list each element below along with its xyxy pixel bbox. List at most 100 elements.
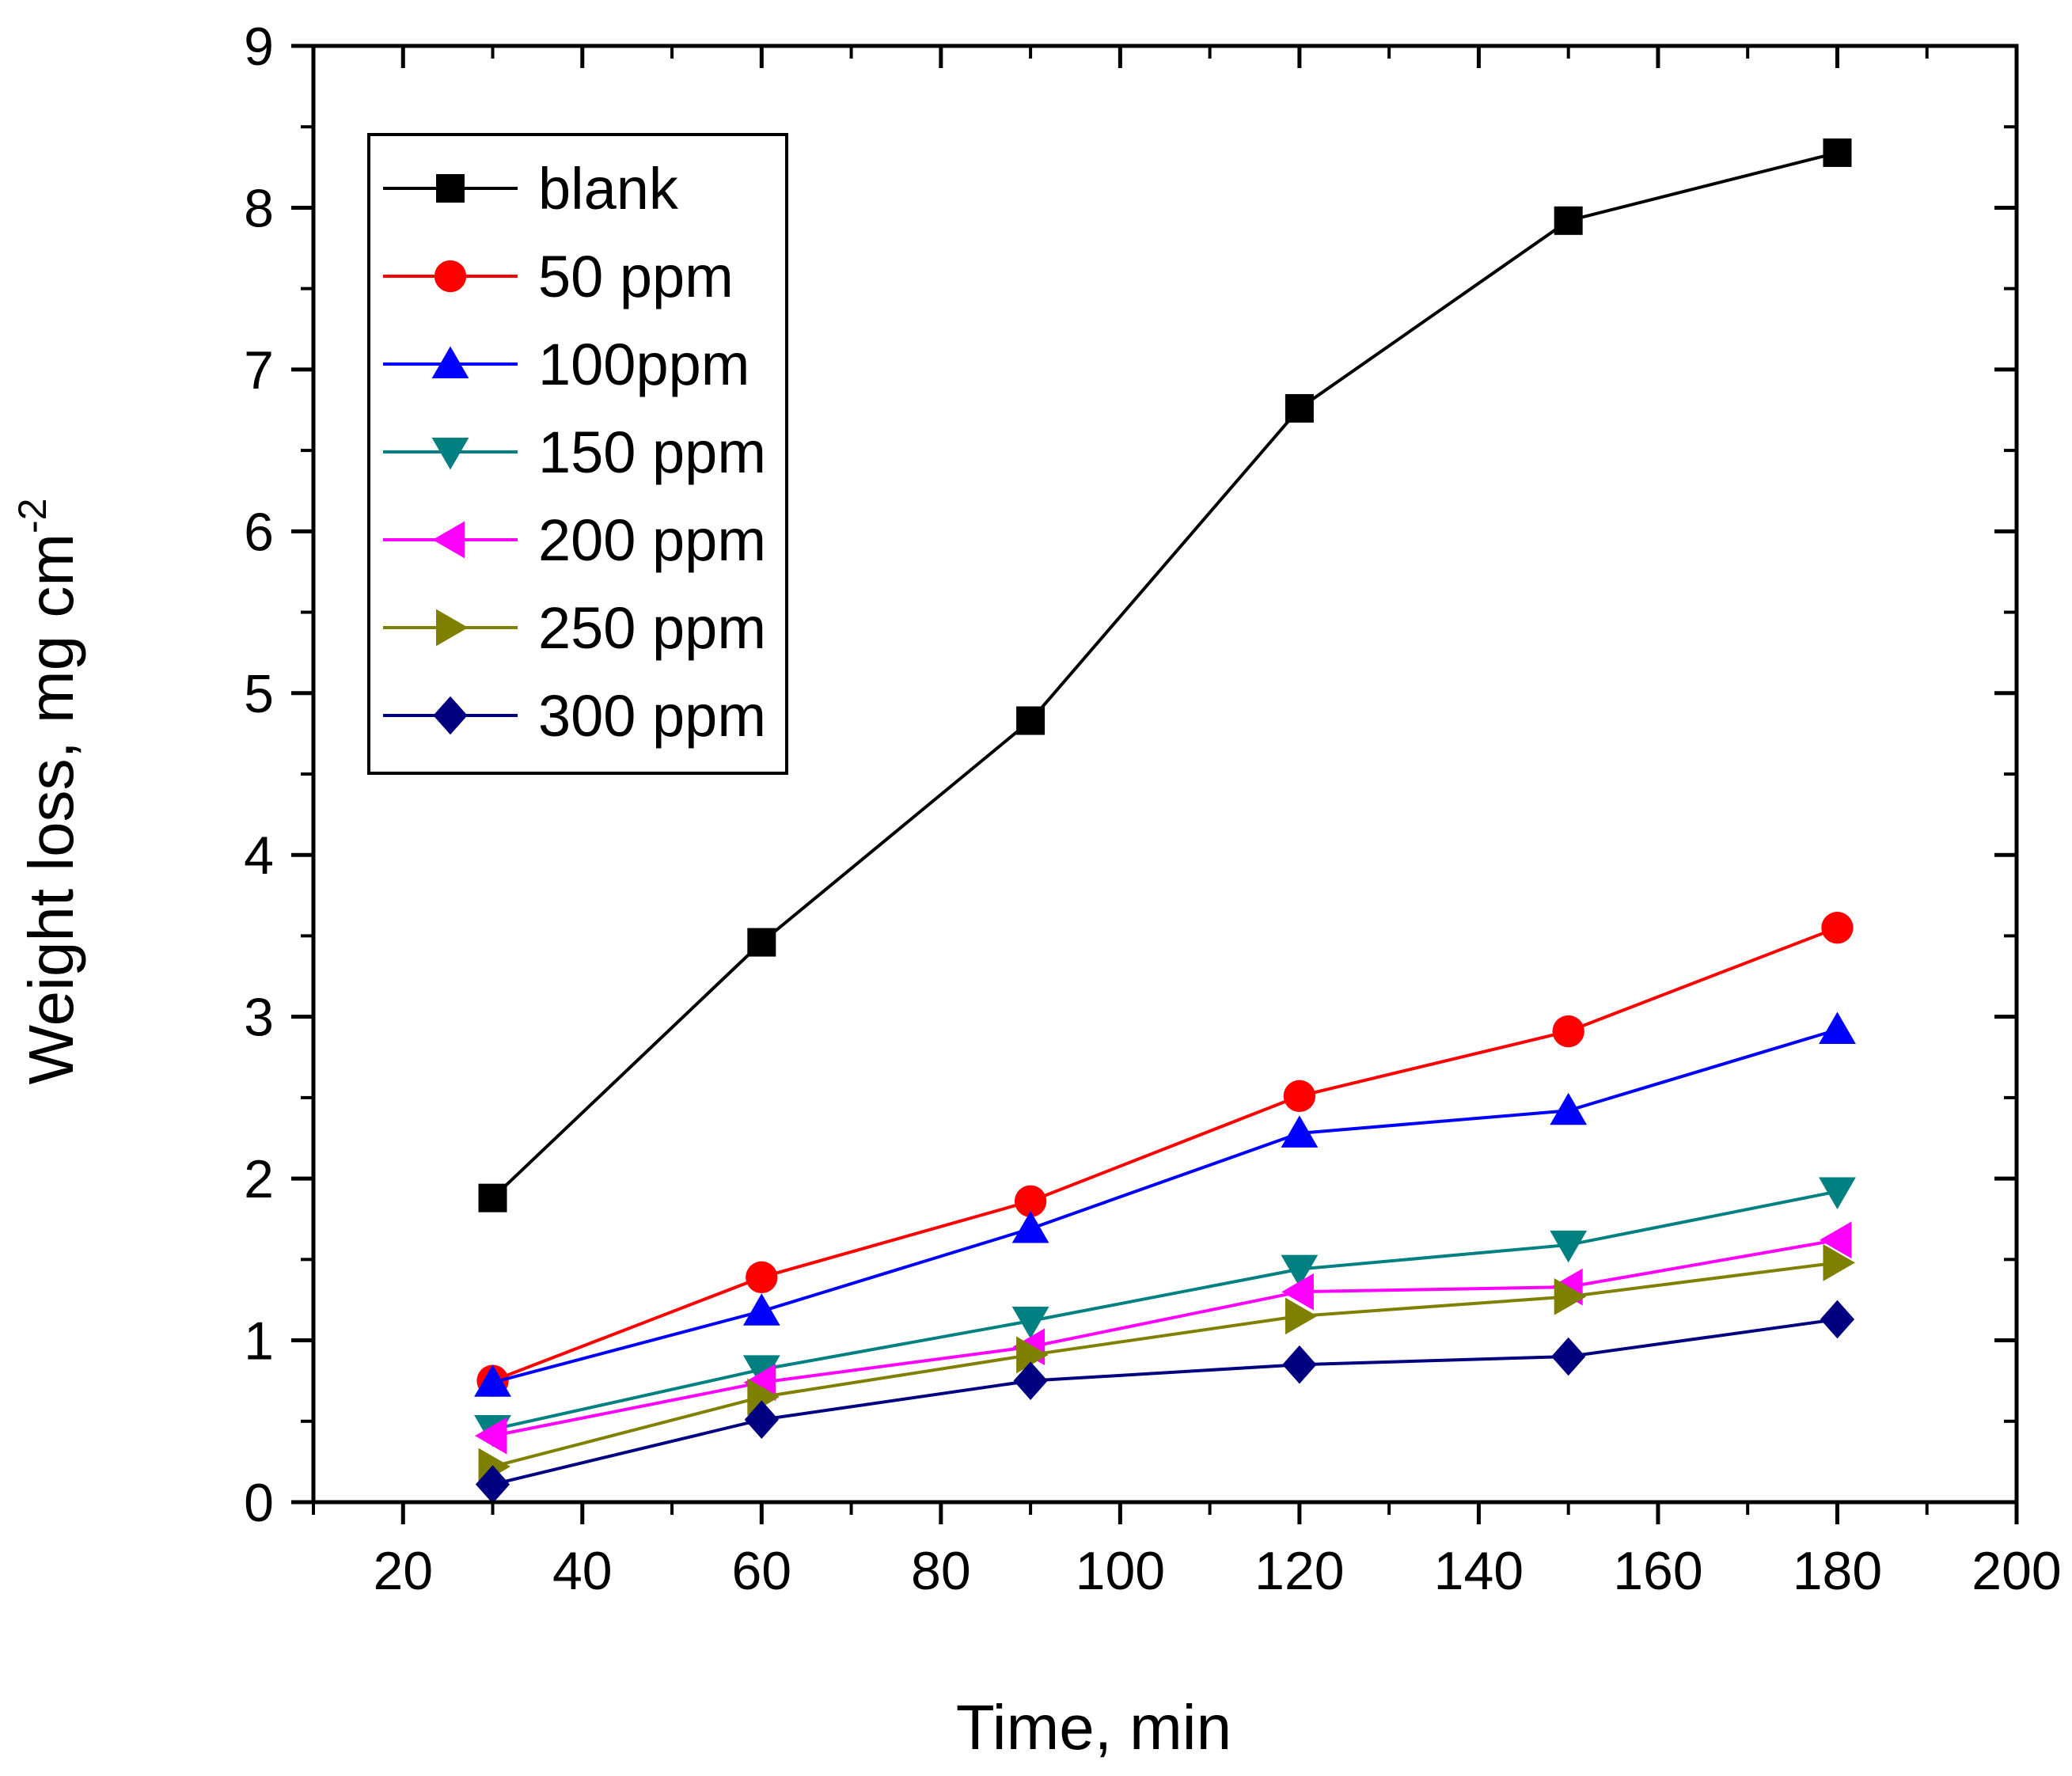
y-tick-label: 3 (244, 988, 274, 1048)
series-line (492, 1190, 1838, 1431)
plot-layer (474, 138, 1856, 1504)
data-point (1285, 393, 1314, 423)
data-point (1011, 1210, 1049, 1243)
series-line (492, 1238, 1838, 1438)
data-point (1819, 1221, 1852, 1259)
data-point (1285, 1297, 1318, 1335)
legend-label: blank (538, 156, 679, 222)
legend-label: 300 ppm (538, 683, 766, 749)
series-line (492, 1028, 1839, 1384)
legend-entry: 200 ppm (383, 507, 766, 573)
legend-entry: 300 ppm (383, 683, 766, 749)
data-point (747, 928, 776, 957)
x-tick-label: 180 (1793, 1541, 1882, 1601)
legend-label: 250 ppm (538, 595, 766, 661)
data-point (1016, 706, 1045, 735)
data-point (1823, 138, 1852, 167)
data-point (744, 1400, 779, 1440)
x-tick-label: 100 (1076, 1541, 1165, 1601)
y-axis-title: Weight loss, mg cm-2 (10, 499, 86, 1085)
data-point (1550, 1092, 1588, 1125)
legend-entry: 50 ppm (383, 244, 734, 309)
data-point (1554, 1277, 1587, 1315)
data-point (746, 1261, 778, 1293)
legend-marker (432, 521, 465, 559)
legend-label: 150 ppm (538, 419, 766, 485)
legend-entry: 250 ppm (383, 595, 766, 661)
series-150-ppm (474, 1177, 1856, 1448)
series-250-ppm (478, 1244, 1855, 1486)
series-blank (478, 138, 1852, 1212)
data-point (1819, 1011, 1856, 1045)
series-100ppm (474, 1011, 1856, 1397)
data-point (1014, 1185, 1047, 1217)
data-point (1819, 1177, 1856, 1209)
legend-box (367, 133, 788, 775)
legend-marker (436, 174, 465, 203)
data-point (1016, 1336, 1049, 1374)
data-point (1821, 912, 1854, 944)
y-tick-label: 2 (244, 1149, 274, 1209)
y-tick-label: 4 (244, 825, 274, 886)
series-200-ppm (475, 1221, 1852, 1455)
x-tick-label: 80 (911, 1541, 971, 1601)
data-point (1282, 1345, 1317, 1384)
data-point (1013, 1361, 1048, 1400)
x-tick-label: 60 (731, 1541, 791, 1601)
data-point (1281, 1115, 1319, 1148)
data-point (742, 1293, 780, 1326)
series-50-ppm (476, 912, 1854, 1397)
data-point (1281, 1254, 1319, 1288)
series-line (492, 1261, 1838, 1468)
data-point (474, 1364, 511, 1397)
x-tick-label: 20 (373, 1541, 433, 1601)
data-point (478, 1183, 507, 1212)
data-point (742, 1355, 780, 1387)
y-tick-label: 8 (244, 178, 274, 238)
legend-entry: 100ppm (383, 332, 749, 397)
legend-marker (431, 438, 469, 470)
x-axis-title: Time, min (956, 1692, 1231, 1763)
legend-marker (433, 696, 468, 735)
y-tick-label: 6 (244, 502, 274, 562)
series-line (492, 1317, 1838, 1486)
legend-entry: blank (383, 156, 679, 222)
legend-label: 100ppm (538, 332, 749, 397)
legend-label: 50 ppm (538, 244, 734, 309)
x-tick-label: 140 (1434, 1541, 1524, 1601)
x-tick-label: 40 (552, 1541, 613, 1601)
y-tick-label: 5 (244, 664, 274, 724)
y-tick-label: 9 (244, 17, 274, 77)
y-axis-title-main: Weight loss, mg cm (16, 533, 86, 1084)
legend: blank 50 ppm 100ppm 150 ppm 200 ppm 250 ppm 30… (367, 133, 788, 775)
legend-marker (434, 260, 467, 293)
y-tick-label: 7 (244, 340, 274, 400)
legend-marker (431, 346, 469, 378)
series-line (491, 150, 1838, 1200)
series-line (491, 926, 1839, 1383)
legend-marker (436, 609, 469, 647)
legend-entry: 150 ppm (383, 419, 766, 485)
data-point (1550, 1230, 1588, 1263)
data-point (475, 1417, 507, 1455)
data-point (1823, 1244, 1855, 1281)
axis-layer: 20 40 60 80 100 120 140 160 180 200 0 1 2 3 4 5 6 7 8 9 (244, 17, 2062, 1601)
y-tick-label: 0 (244, 1473, 274, 1533)
data-point (1820, 1300, 1855, 1339)
data-point (1551, 1337, 1586, 1376)
x-tick-label: 120 (1254, 1541, 1344, 1601)
data-point (1552, 1015, 1584, 1048)
y-tick-label: 1 (244, 1311, 274, 1372)
data-point (1554, 206, 1583, 235)
series-300-ppm (475, 1300, 1855, 1504)
x-tick-label: 160 (1613, 1541, 1702, 1601)
data-point (1281, 1273, 1314, 1311)
data-point (1011, 1307, 1049, 1339)
data-point (747, 1378, 780, 1416)
y-axis-title-superscript: -2 (10, 499, 55, 533)
data-point (475, 1465, 510, 1504)
x-tick-label: 200 (1971, 1541, 2061, 1601)
data-point (1283, 1080, 1316, 1113)
